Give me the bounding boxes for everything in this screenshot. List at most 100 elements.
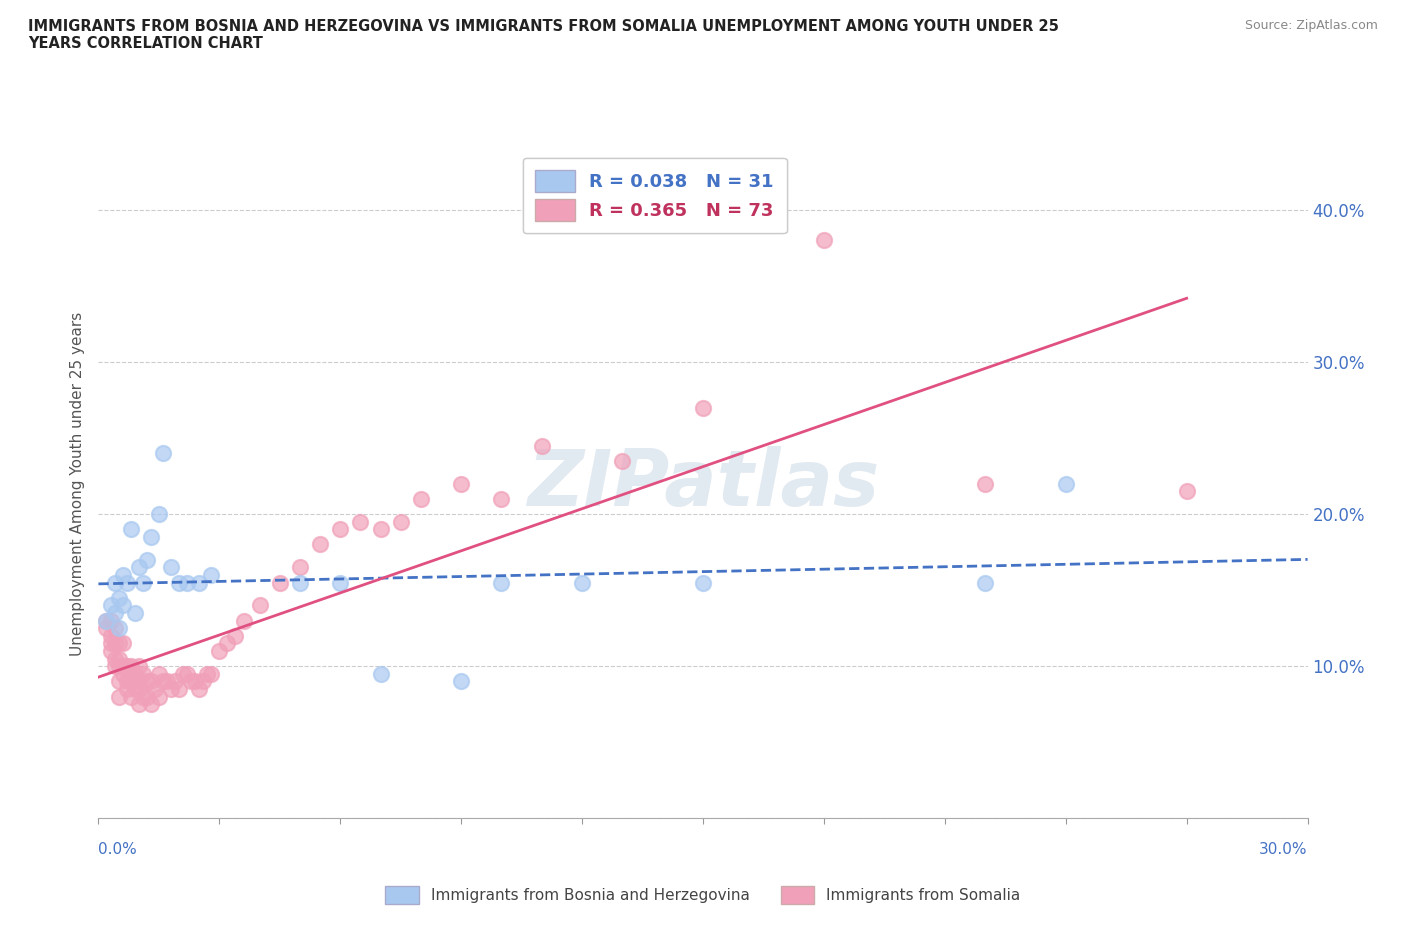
Point [100, 644, 122, 658]
Point [111, 598, 134, 613]
Point [530, 438, 553, 453]
Point [120, 658, 142, 673]
Point [1175, 484, 1198, 498]
Point [249, 598, 271, 613]
Point [103, 620, 125, 635]
Point [115, 674, 138, 689]
Point [148, 689, 170, 704]
Point [132, 575, 155, 590]
Point [115, 658, 138, 673]
Point [107, 620, 129, 635]
Point [491, 575, 513, 590]
Point [217, 636, 239, 651]
Point [115, 575, 138, 590]
Point [974, 575, 997, 590]
Point [139, 529, 162, 544]
Point [288, 575, 311, 590]
Point [167, 575, 190, 590]
Point [148, 667, 170, 682]
Point [143, 682, 166, 697]
Point [200, 567, 222, 582]
Point [269, 575, 291, 590]
Point [139, 674, 162, 689]
Point [571, 575, 593, 590]
Point [152, 674, 174, 689]
Point [176, 575, 198, 590]
Point [491, 491, 513, 506]
Point [135, 674, 157, 689]
Point [107, 636, 129, 651]
Point [389, 514, 412, 529]
Point [288, 560, 311, 575]
Point [329, 522, 352, 537]
Point [200, 667, 222, 682]
Point [349, 514, 371, 529]
Point [107, 651, 129, 666]
Point [96, 613, 118, 628]
Point [103, 605, 125, 620]
Point [172, 667, 194, 682]
Point [124, 605, 146, 620]
Point [96, 613, 118, 628]
Point [329, 575, 352, 590]
Point [96, 620, 118, 635]
Point [224, 629, 246, 644]
Point [103, 636, 125, 651]
Point [107, 689, 129, 704]
Point [370, 522, 392, 537]
Point [111, 667, 134, 682]
Point [232, 613, 254, 628]
Point [974, 476, 997, 491]
Point [100, 613, 122, 628]
Point [195, 667, 218, 682]
Point [107, 674, 129, 689]
Legend: Immigrants from Bosnia and Herzegovina, Immigrants from Somalia: Immigrants from Bosnia and Herzegovina, … [377, 877, 1029, 913]
Point [103, 651, 125, 666]
Point [160, 682, 183, 697]
Point [107, 591, 129, 605]
Point [120, 522, 142, 537]
Point [156, 674, 179, 689]
Point [152, 445, 174, 460]
Point [184, 674, 207, 689]
Point [167, 682, 190, 697]
Point [135, 552, 157, 567]
Text: 0.0%: 0.0% [98, 842, 138, 857]
Point [309, 537, 332, 551]
Point [612, 453, 634, 468]
Point [128, 682, 150, 697]
Point [450, 674, 472, 689]
Point [115, 682, 138, 697]
Point [100, 598, 122, 613]
Point [188, 575, 211, 590]
Point [139, 697, 162, 711]
Point [124, 682, 146, 697]
Point [188, 682, 211, 697]
Point [160, 560, 183, 575]
Point [103, 575, 125, 590]
Point [1054, 476, 1077, 491]
Point [450, 476, 472, 491]
Point [100, 629, 122, 644]
Point [132, 667, 155, 682]
Text: Source: ZipAtlas.com: Source: ZipAtlas.com [1244, 19, 1378, 32]
Point [208, 644, 231, 658]
Point [813, 232, 835, 247]
Point [128, 560, 150, 575]
Point [176, 667, 198, 682]
Point [409, 491, 432, 506]
Point [111, 636, 134, 651]
Point [180, 674, 202, 689]
Point [111, 658, 134, 673]
Point [124, 667, 146, 682]
Point [135, 689, 157, 704]
Point [100, 636, 122, 651]
Point [111, 567, 134, 582]
Point [107, 658, 129, 673]
Y-axis label: Unemployment Among Youth under 25 years: Unemployment Among Youth under 25 years [70, 312, 86, 656]
Point [132, 689, 155, 704]
Point [692, 575, 714, 590]
Point [103, 658, 125, 673]
Point [163, 674, 186, 689]
Point [370, 667, 392, 682]
